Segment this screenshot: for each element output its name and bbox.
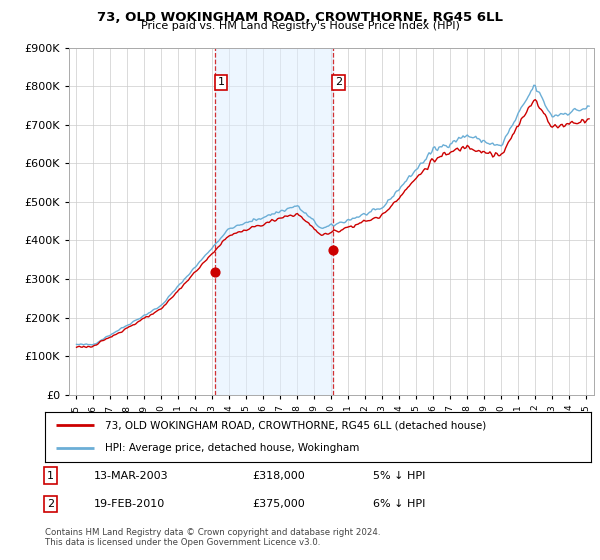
- Point: [210, 268, 220, 277]
- Text: £375,000: £375,000: [253, 499, 305, 509]
- Text: 19-FEB-2010: 19-FEB-2010: [94, 499, 166, 509]
- Text: £318,000: £318,000: [253, 470, 305, 480]
- Text: HPI: Average price, detached house, Wokingham: HPI: Average price, detached house, Woki…: [105, 443, 359, 453]
- Text: 2: 2: [335, 77, 343, 87]
- Text: 6% ↓ HPI: 6% ↓ HPI: [373, 499, 425, 509]
- Bar: [215, 48, 332, 395]
- Text: Price paid vs. HM Land Registry's House Price Index (HPI): Price paid vs. HM Land Registry's House …: [140, 21, 460, 31]
- Text: 73, OLD WOKINGHAM ROAD, CROWTHORNE, RG45 6LL: 73, OLD WOKINGHAM ROAD, CROWTHORNE, RG45…: [97, 11, 503, 24]
- Text: 13-MAR-2003: 13-MAR-2003: [94, 470, 169, 480]
- Text: 1: 1: [47, 470, 54, 480]
- Point: [328, 246, 337, 255]
- Text: 2: 2: [47, 499, 54, 509]
- Text: 5% ↓ HPI: 5% ↓ HPI: [373, 470, 425, 480]
- Text: 1: 1: [217, 77, 224, 87]
- Text: Contains HM Land Registry data © Crown copyright and database right 2024.
This d: Contains HM Land Registry data © Crown c…: [45, 528, 380, 547]
- Text: 73, OLD WOKINGHAM ROAD, CROWTHORNE, RG45 6LL (detached house): 73, OLD WOKINGHAM ROAD, CROWTHORNE, RG45…: [105, 420, 487, 430]
